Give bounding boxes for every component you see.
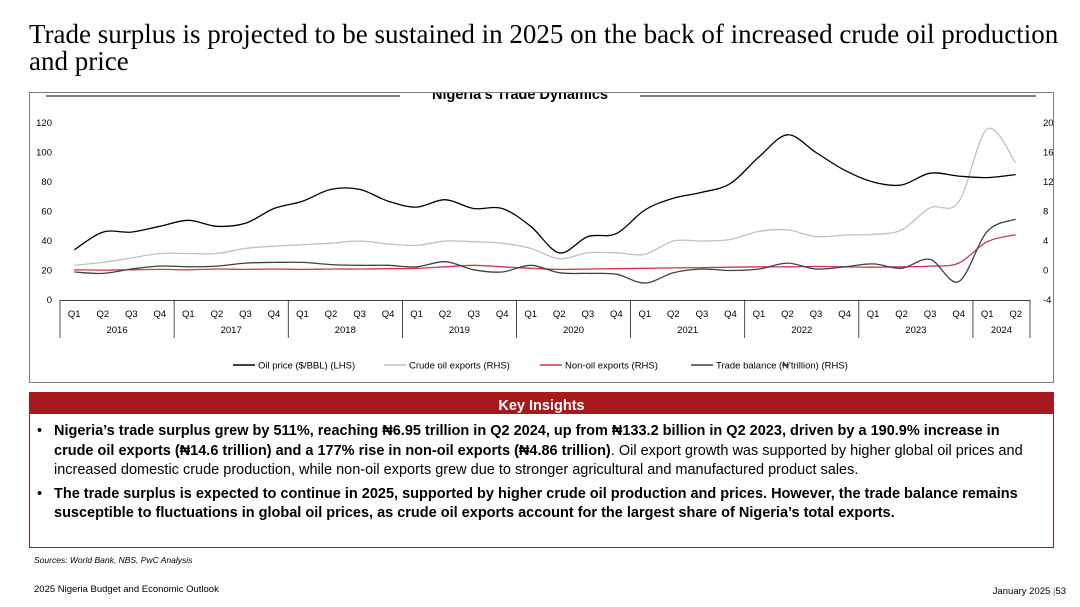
right-axis-tick-label: 0 xyxy=(1043,266,1048,277)
right-axis-tick-label: 16 xyxy=(1043,148,1053,159)
series-line xyxy=(73,134,1016,254)
sources-note: Sources: World Bank, NBS, PwC Analysis xyxy=(34,555,193,565)
key-insights-header: Key Insights xyxy=(29,392,1054,414)
insight-bold-text: The trade surplus is expected to continu… xyxy=(54,485,1018,522)
quarter-tick-label: Q3 xyxy=(125,309,138,320)
legend-label: Trade balance (₦'trillion) (RHS) xyxy=(716,361,848,372)
year-label: 2019 xyxy=(449,325,470,336)
quarter-tick-label: Q2 xyxy=(781,309,794,320)
quarter-tick-label: Q3 xyxy=(467,309,480,320)
year-label: 2016 xyxy=(106,325,127,336)
quarter-tick-label: Q4 xyxy=(268,309,281,320)
quarter-tick-label: Q3 xyxy=(810,309,823,320)
quarter-tick-label: Q3 xyxy=(924,309,937,320)
bullet-icon: • xyxy=(37,485,43,502)
quarter-tick-label: Q4 xyxy=(838,309,851,320)
quarter-tick-label: Q4 xyxy=(496,309,509,320)
legend-label: Oil price ($/BBL) (LHS) xyxy=(258,361,355,372)
quarter-tick-label: Q1 xyxy=(753,309,766,320)
right-axis-tick-label: 8 xyxy=(1043,207,1048,218)
insight-item: • Nigeria’s trade surplus grew by 511%, … xyxy=(37,422,1037,481)
quarter-tick-label: Q2 xyxy=(96,309,109,320)
quarter-tick-label: Q1 xyxy=(68,309,81,320)
chart-panel: Nigeria’s Trade Dynamics 0 20 40 60 80 100 120… xyxy=(29,92,1054,383)
quarter-tick-label: Q1 xyxy=(524,309,537,320)
year-label: 2021 xyxy=(677,325,698,336)
quarter-tick-label: Q2 xyxy=(439,309,452,320)
year-label: 2020 xyxy=(563,325,584,336)
year-label: 2022 xyxy=(791,325,812,336)
quarter-tick-label: Q1 xyxy=(639,309,652,320)
insight-text: . Oil export growth was supported by hig… xyxy=(54,442,1023,479)
footer-publication: 2025 Nigeria Budget and Economic Outlook xyxy=(34,584,219,595)
quarter-tick-label: Q4 xyxy=(154,309,167,320)
quarter-tick-label: Q2 xyxy=(553,309,566,320)
page-title: Trade surplus is projected to be sustain… xyxy=(29,19,1059,76)
trade-dynamics-chart: Nigeria’s Trade Dynamics 020406080100120… xyxy=(36,93,1053,372)
year-label: 2024 xyxy=(991,325,1012,336)
quarter-tick-label: Q3 xyxy=(239,309,252,320)
series-line xyxy=(74,127,1017,266)
key-insights-panel: • Nigeria’s trade surplus grew by 511%, … xyxy=(29,414,1054,548)
left-axis-tick-label: 0 xyxy=(47,295,52,306)
left-axis-tick-label: 60 xyxy=(41,207,52,218)
quarter-tick-label: Q2 xyxy=(325,309,338,320)
quarter-tick-label: Q4 xyxy=(610,309,623,320)
right-axis-tick-label: 4 xyxy=(1043,236,1048,247)
year-label: 2023 xyxy=(905,325,926,336)
key-insights-list: • Nigeria’s trade surplus grew by 511%, … xyxy=(30,414,1053,524)
legend-label: Crude oil exports (RHS) xyxy=(409,361,510,372)
quarter-tick-label: Q2 xyxy=(211,309,224,320)
quarter-tick-label: Q4 xyxy=(382,309,395,320)
quarter-tick-label: Q2 xyxy=(667,309,680,320)
quarter-tick-label: Q1 xyxy=(981,309,994,320)
quarter-tick-label: Q2 xyxy=(1009,309,1022,320)
year-label: 2018 xyxy=(335,325,356,336)
insight-item: • The trade surplus is expected to conti… xyxy=(37,485,1037,524)
right-axis-tick-label: 20 xyxy=(1043,118,1053,129)
chart-title: Nigeria’s Trade Dynamics xyxy=(432,93,608,103)
right-axis-tick-label: 12 xyxy=(1043,177,1053,188)
quarter-tick-label: Q3 xyxy=(696,309,709,320)
quarter-tick-label: Q1 xyxy=(410,309,423,320)
quarter-tick-label: Q3 xyxy=(581,309,594,320)
left-axis-tick-label: 120 xyxy=(36,118,52,129)
series-line xyxy=(74,218,1016,284)
quarter-tick-label: Q1 xyxy=(182,309,195,320)
quarter-tick-label: Q1 xyxy=(867,309,880,320)
footer-date-page: January 2025 |53 xyxy=(992,586,1066,597)
year-label: 2017 xyxy=(221,325,242,336)
quarter-tick-label: Q2 xyxy=(895,309,908,320)
footer-date: January 2025 xyxy=(992,586,1051,597)
left-axis-tick-label: 20 xyxy=(41,266,52,277)
left-axis-tick-label: 80 xyxy=(41,177,52,188)
left-axis-tick-label: 40 xyxy=(41,236,52,247)
left-axis-tick-label: 100 xyxy=(36,148,52,159)
quarter-tick-label: Q1 xyxy=(296,309,309,320)
legend-label: Non-oil exports (RHS) xyxy=(565,361,658,372)
insight-bold-text: Nigeria’s trade surplus grew by 511%, re… xyxy=(54,423,1000,459)
right-axis-tick-label: -4 xyxy=(1043,295,1051,306)
quarter-tick-label: Q4 xyxy=(952,309,965,320)
series-line xyxy=(74,234,1016,271)
page-number: 53 xyxy=(1055,586,1066,597)
quarter-tick-label: Q3 xyxy=(353,309,366,320)
quarter-tick-label: Q4 xyxy=(724,309,737,320)
bullet-icon: • xyxy=(37,423,43,439)
